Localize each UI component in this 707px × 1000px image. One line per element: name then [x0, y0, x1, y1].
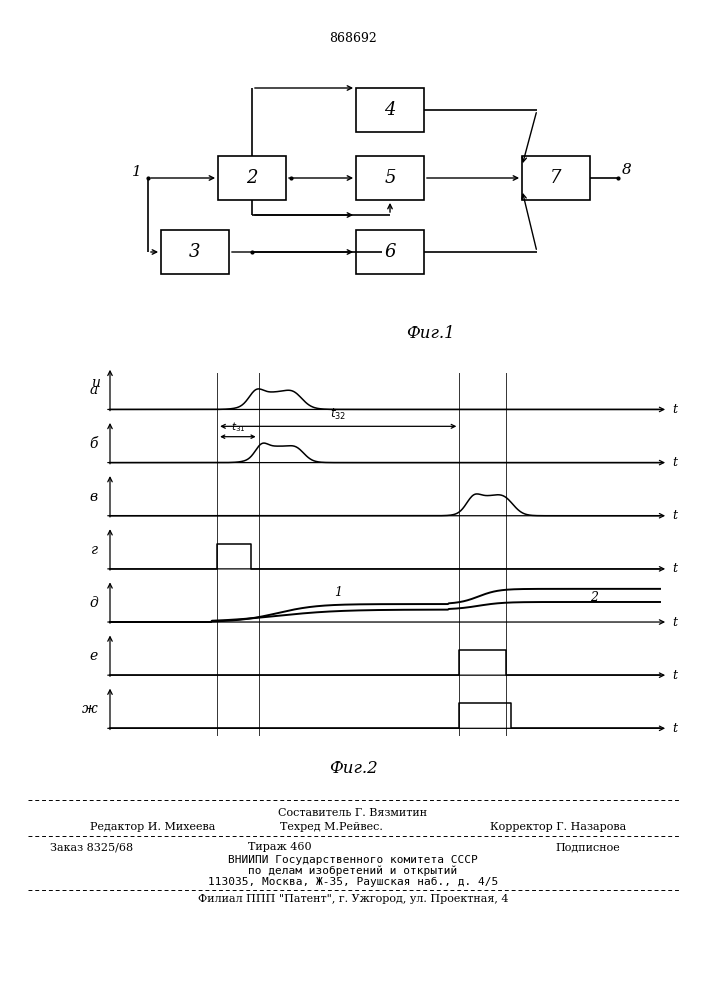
- Text: 6: 6: [384, 243, 396, 261]
- Text: t: t: [672, 669, 677, 682]
- Text: а: а: [90, 383, 98, 397]
- Text: $t_{32}$: $t_{32}$: [330, 407, 346, 422]
- Text: Тираж 460: Тираж 460: [248, 842, 312, 852]
- Text: б: б: [90, 437, 98, 451]
- Text: 1: 1: [132, 165, 142, 179]
- Text: Фиг.2: Фиг.2: [329, 760, 378, 777]
- Text: в: в: [90, 490, 98, 504]
- Text: t: t: [672, 456, 677, 469]
- Text: t: t: [672, 403, 677, 416]
- Text: 868692: 868692: [329, 32, 377, 45]
- Bar: [356, 156, 424, 200]
- Text: Техред М.Рейвес.: Техред М.Рейвес.: [280, 822, 383, 832]
- Text: по делам изобретений и открытий: по делам изобретений и открытий: [248, 866, 457, 876]
- Text: u: u: [91, 376, 100, 390]
- Bar: [356, 230, 424, 274]
- Bar: [522, 156, 590, 200]
- Text: 5: 5: [384, 169, 396, 187]
- Text: е: е: [90, 649, 98, 663]
- Text: Составитель Г. Вязмитин: Составитель Г. Вязмитин: [279, 808, 428, 818]
- Text: ВНИИПИ Государственного комитета СССР: ВНИИПИ Государственного комитета СССР: [228, 855, 478, 865]
- Text: ж: ж: [82, 702, 98, 716]
- Text: $t_{31}$: $t_{31}$: [230, 420, 245, 434]
- Text: 2: 2: [246, 169, 258, 187]
- Text: 2: 2: [590, 591, 598, 604]
- Text: Заказ 8325/68: Заказ 8325/68: [50, 842, 133, 852]
- Text: 8: 8: [622, 163, 632, 177]
- Text: 4: 4: [384, 101, 396, 119]
- Text: Фиг.1: Фиг.1: [406, 325, 455, 342]
- Text: Подписное: Подписное: [555, 842, 620, 852]
- Text: 113035, Москва, Ж-35, Раушская наб., д. 4/5: 113035, Москва, Ж-35, Раушская наб., д. …: [208, 877, 498, 887]
- Bar: [356, 88, 424, 132]
- Bar: [218, 156, 286, 200]
- Text: t: t: [672, 616, 677, 629]
- Bar: [161, 230, 229, 274]
- Text: г: г: [91, 543, 98, 557]
- Text: Филиал ППП "Патент", г. Ужгород, ул. Проектная, 4: Филиал ППП "Патент", г. Ужгород, ул. Про…: [198, 894, 508, 904]
- Text: Редактор И. Михеева: Редактор И. Михеева: [90, 822, 216, 832]
- Text: 1: 1: [334, 586, 342, 599]
- Text: t: t: [672, 509, 677, 522]
- Text: t: t: [672, 722, 677, 735]
- Text: 7: 7: [550, 169, 562, 187]
- Text: 3: 3: [189, 243, 201, 261]
- Text: t: t: [672, 562, 677, 575]
- Text: д: д: [89, 596, 98, 610]
- Text: Корректор Г. Назарова: Корректор Г. Назарова: [490, 822, 626, 832]
